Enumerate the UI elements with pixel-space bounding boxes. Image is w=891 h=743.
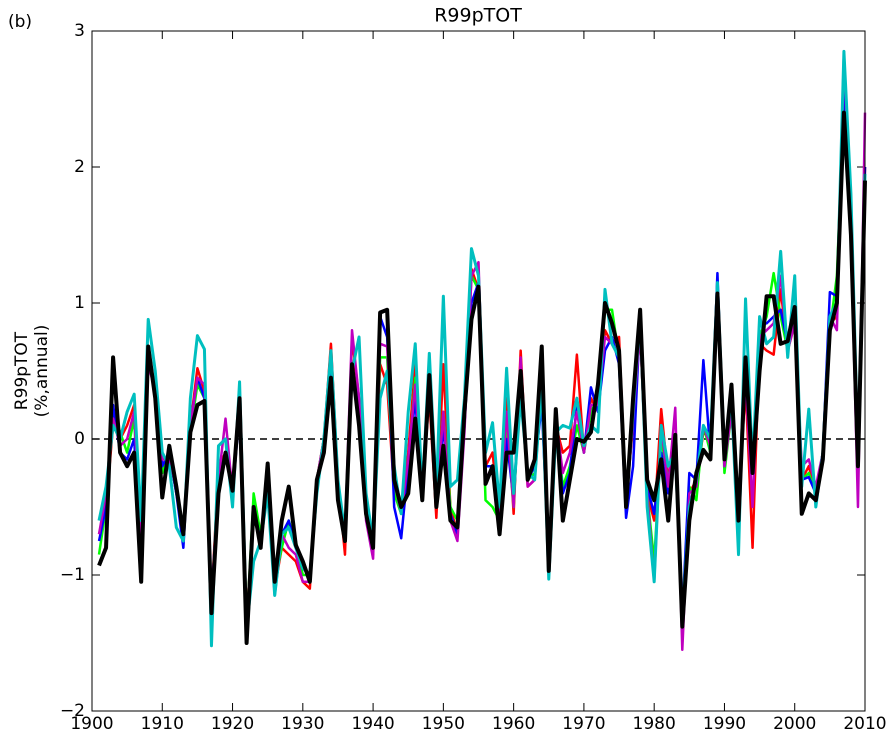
- y-tick-label: 0: [74, 429, 85, 449]
- y-tick-label: −2: [60, 701, 85, 721]
- x-tick-label: 1980: [633, 714, 676, 734]
- x-tick-label: 1970: [562, 714, 605, 734]
- x-tick-label: 2000: [773, 714, 816, 734]
- y-tick-label: 3: [74, 21, 85, 41]
- y-tick-label: 2: [74, 157, 85, 177]
- x-tick-label: 1900: [70, 714, 113, 734]
- x-tick-label: 1950: [422, 714, 465, 734]
- plot-frame: [91, 30, 866, 712]
- chart-title: R99pTOT: [434, 5, 522, 27]
- y-axis-label: R99pTOT: [12, 331, 32, 410]
- y-tick-label: −1: [60, 565, 85, 585]
- y-axis-label: (%,annual): [32, 325, 52, 418]
- x-tick-label: 2010: [843, 714, 886, 734]
- x-tick-label: 1910: [141, 714, 184, 734]
- x-tick-label: 1940: [351, 714, 394, 734]
- x-tick-label: 1920: [211, 714, 254, 734]
- x-tick-label: 1990: [703, 714, 746, 734]
- x-tick-label: 1930: [281, 714, 324, 734]
- y-tick-label: 1: [74, 293, 85, 313]
- panel-label: (b): [8, 12, 32, 32]
- series-line: [97, 110, 867, 645]
- x-tick-label: 1960: [492, 714, 535, 734]
